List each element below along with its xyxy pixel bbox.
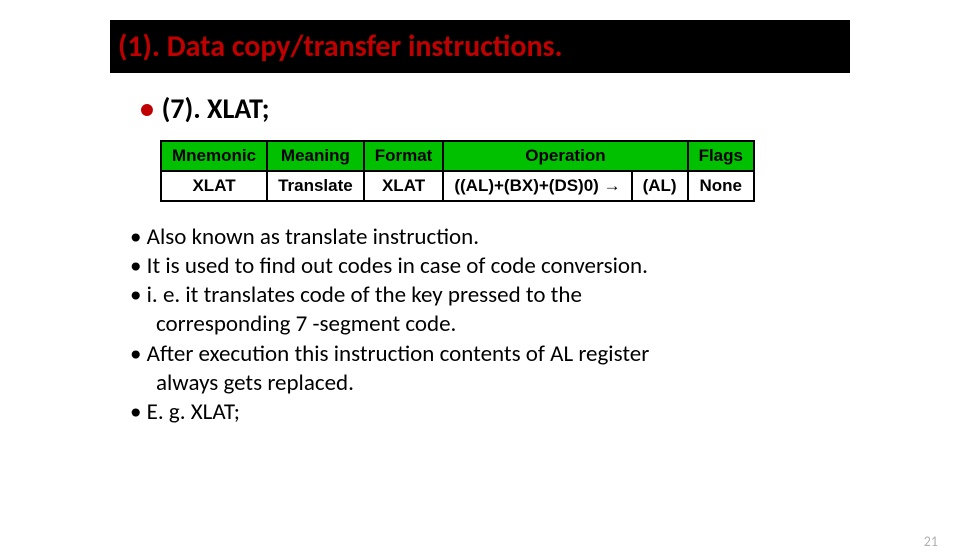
page-number: 21 — [924, 533, 938, 550]
list-item: • Also known as translate instruction. — [130, 224, 870, 251]
bullet-list: • Also known as translate instruction. •… — [130, 224, 870, 426]
subtitle-text: (7). XLAT; — [162, 91, 270, 126]
td-operation-lhs: ((AL)+(BX)+(DS)0) → — [443, 171, 631, 201]
table-header-row: Mnemonic Meaning Format Operation Flags — [161, 141, 754, 171]
table-row: XLAT Translate XLAT ((AL)+(BX)+(DS)0) → … — [161, 171, 754, 201]
th-flags: Flags — [688, 141, 754, 171]
list-item-cont: corresponding 7 -segment code. — [130, 311, 870, 338]
td-format: XLAT — [364, 171, 444, 201]
td-mnemonic: XLAT — [161, 171, 267, 201]
list-item: • It is used to find out codes in case o… — [130, 253, 870, 280]
title-bar: (1). Data copy/transfer instructions. — [110, 20, 850, 73]
instruction-table-wrap: Mnemonic Meaning Format Operation Flags … — [160, 140, 960, 202]
th-format: Format — [364, 141, 444, 171]
list-item: • E. g. XLAT; — [130, 399, 870, 426]
td-flags: None — [688, 171, 754, 201]
td-meaning: Translate — [267, 171, 364, 201]
subtitle-bullet: • — [140, 91, 154, 126]
th-operation: Operation — [443, 141, 687, 171]
subtitle-row: • (7). XLAT; — [140, 91, 960, 126]
page-title: (1). Data copy/transfer instructions. — [118, 28, 563, 65]
th-mnemonic: Mnemonic — [161, 141, 267, 171]
list-item: • After execution this instruction conte… — [130, 341, 870, 368]
list-item-cont: always gets replaced. — [130, 370, 870, 397]
arrow-icon: → — [604, 176, 621, 195]
list-item: • i. e. it translates code of the key pr… — [130, 282, 870, 309]
th-meaning: Meaning — [267, 141, 364, 171]
td-operation-rhs: (AL) — [632, 171, 688, 201]
op-lhs: ((AL)+(BX)+(DS)0) — [454, 176, 599, 195]
instruction-table: Mnemonic Meaning Format Operation Flags … — [160, 140, 755, 202]
